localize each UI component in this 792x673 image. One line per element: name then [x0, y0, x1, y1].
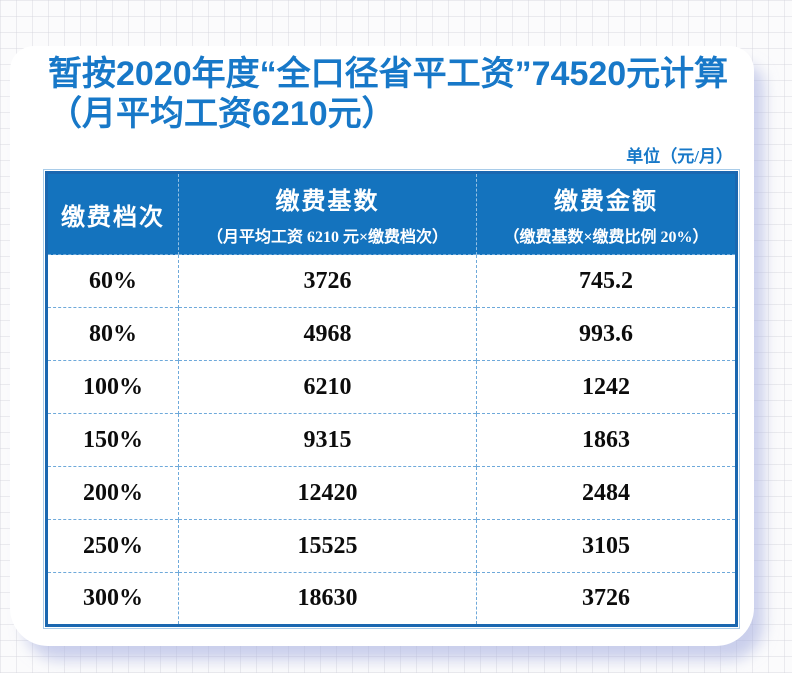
col-header-tier: 缴费档次: [46, 172, 179, 255]
cell-tier: 300%: [46, 572, 179, 626]
table-row: 100% 6210 1242: [46, 360, 737, 414]
cell-amount: 2484: [476, 466, 737, 520]
content-card: 暂按2020年度“全口径省平工资”74520元计算（月平均工资6210元） 单位…: [10, 46, 754, 646]
col-header-base-label: 缴费基数: [275, 189, 380, 215]
unit-label: 单位（元/月）: [626, 147, 733, 166]
table-header-row: 缴费档次 缴费基数 （月平均工资 6210 元×缴费档次） 缴费金额 （缴费基数…: [46, 172, 737, 255]
cell-tier: 60%: [46, 254, 179, 308]
cell-tier: 80%: [46, 307, 179, 361]
cell-amount: 1242: [476, 360, 737, 414]
col-header-amount: 缴费金额 （缴费基数×缴费比例 20%）: [476, 172, 737, 255]
col-header-base: 缴费基数 （月平均工资 6210 元×缴费档次）: [178, 172, 477, 255]
cell-base: 3726: [178, 254, 477, 308]
table-row: 200% 12420 2484: [46, 466, 737, 520]
table-row: 300% 18630 3726: [46, 572, 737, 626]
cell-amount: 3105: [476, 519, 737, 573]
table-row: 150% 9315 1863: [46, 413, 737, 467]
cell-base: 4968: [178, 307, 477, 361]
cell-tier: 150%: [46, 413, 179, 467]
table-row: 80% 4968 993.6: [46, 307, 737, 361]
cell-base: 6210: [178, 360, 477, 414]
cell-amount: 993.6: [476, 307, 737, 361]
cell-tier: 250%: [46, 519, 179, 573]
col-header-tier-label: 缴费档次: [61, 204, 165, 231]
table-body: 60% 3726 745.2 80% 4968 993.6 100% 6210 1242 150%…: [46, 254, 737, 626]
cell-base: 15525: [178, 519, 477, 573]
cell-base: 18630: [178, 572, 477, 626]
cell-tier: 200%: [46, 466, 179, 520]
contribution-table: 缴费档次 缴费基数 （月平均工资 6210 元×缴费档次） 缴费金额 （缴费基数…: [43, 169, 740, 629]
cell-base: 9315: [178, 413, 477, 467]
table-row: 60% 3726 745.2: [46, 254, 737, 308]
cell-amount: 1863: [476, 413, 737, 467]
col-header-amount-sublabel: （缴费基数×缴费比例 20%）: [503, 229, 709, 246]
col-header-amount-label: 缴费金额: [554, 189, 658, 215]
cell-base: 12420: [178, 466, 477, 520]
page-title: 暂按2020年度“全口径省平工资”74520元计算（月平均工资6210元）: [48, 55, 729, 133]
cell-tier: 100%: [46, 360, 179, 414]
table-row: 250% 15525 3105: [46, 519, 737, 573]
col-header-base-sublabel: （月平均工资 6210 元×缴费档次）: [206, 229, 449, 246]
cell-amount: 3726: [476, 572, 737, 626]
cell-amount: 745.2: [476, 254, 737, 308]
